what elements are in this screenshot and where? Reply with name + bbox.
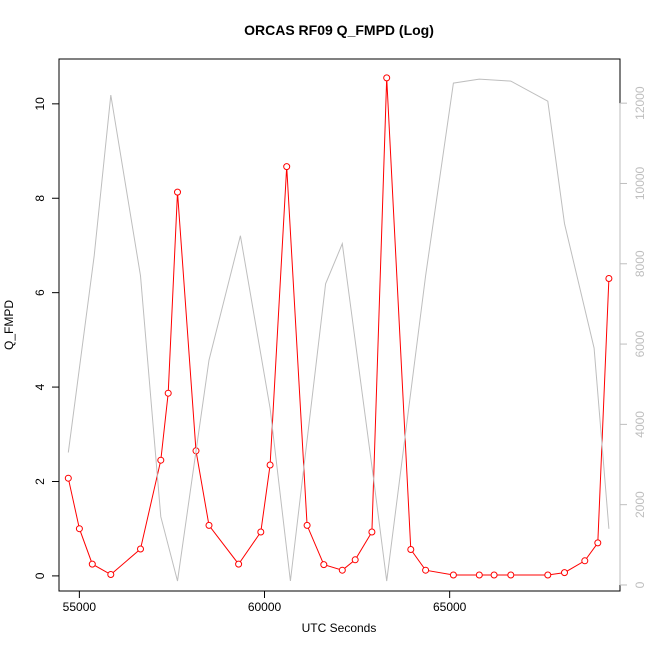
data-point-7	[174, 188, 181, 196]
y2-tick-label: 8000	[633, 250, 647, 277]
y2-tick-label: 0	[633, 581, 647, 588]
data-point-16	[338, 566, 346, 574]
y2-axis: 0 2000 4000 6000 8000 10000 12000	[619, 86, 647, 588]
data-point-19	[383, 74, 391, 82]
y2-tick-label: 10000	[633, 166, 647, 200]
data-point-23	[475, 571, 483, 579]
y-tick-label: 6	[33, 289, 47, 296]
y-tick-label: 2	[33, 478, 47, 485]
data-point-30	[605, 275, 613, 282]
x-axis-label: UTC Seconds	[302, 621, 377, 635]
data-point-15	[320, 561, 328, 569]
data-point-26	[544, 571, 552, 579]
data-point-18	[368, 528, 376, 536]
data-point-4	[137, 545, 144, 553]
x-tick-label: 65000	[433, 600, 467, 614]
data-point-2	[88, 560, 96, 568]
x-tick-label: 55000	[63, 600, 97, 614]
y-tick-label: 4	[33, 383, 47, 390]
data-point-14	[303, 521, 311, 529]
x-axis: 55000 60000 65000	[63, 590, 467, 614]
data-point-13	[283, 163, 291, 171]
data-point-27	[561, 569, 568, 577]
data-point-21	[422, 566, 430, 574]
data-point-5	[157, 456, 165, 464]
data-point-3	[107, 571, 115, 578]
data-point-10	[235, 560, 243, 568]
data-point-9	[205, 521, 213, 529]
data-point-28	[581, 557, 589, 565]
data-point-22	[449, 571, 457, 579]
y-tick-label: 0	[33, 572, 47, 579]
data-point-24	[490, 571, 498, 579]
y2-tick-label: 4000	[633, 411, 647, 438]
data-point-25	[507, 571, 515, 579]
data-point-11	[257, 528, 265, 536]
data-point-29	[594, 539, 602, 547]
data-point-6	[164, 389, 172, 397]
right-axis-series-line	[67, 78, 610, 582]
data-point-1	[75, 525, 83, 533]
chart-title: ORCAS RF09 Q_FMPD (Log)	[244, 22, 434, 38]
data-point-0	[64, 474, 72, 482]
y-axis-label: Q_FMPD	[2, 300, 16, 350]
y2-tick-label: 12000	[633, 86, 647, 120]
x-tick-label: 60000	[248, 600, 282, 614]
data-point-20	[407, 546, 415, 553]
y-axis: 0 2 4 6 8 10	[33, 97, 60, 579]
y-tick-label: 10	[33, 97, 47, 111]
y2-tick-label: 6000	[633, 330, 647, 357]
series-layer	[64, 74, 613, 582]
data-point-12	[266, 461, 274, 469]
y2-tick-label: 2000	[633, 491, 647, 518]
y-tick-label: 8	[33, 195, 47, 202]
data-point-17	[351, 556, 359, 564]
